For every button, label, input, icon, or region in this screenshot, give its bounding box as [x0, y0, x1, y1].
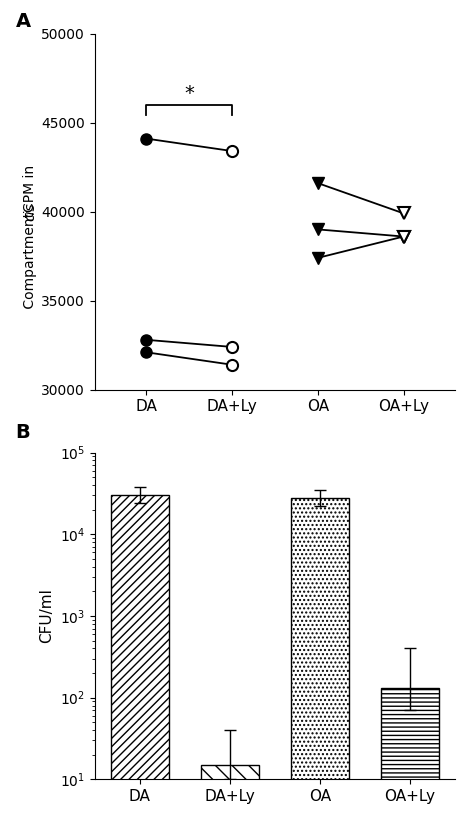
- Bar: [381, 688, 439, 838]
- Bar: [291, 498, 349, 838]
- Text: *: *: [184, 84, 194, 103]
- Text: A: A: [16, 12, 31, 31]
- Text: Compartment: Compartment: [23, 211, 37, 313]
- Bar: [201, 765, 259, 838]
- Bar: [110, 495, 169, 838]
- Text: cis: cis: [23, 202, 37, 221]
- Y-axis label: CFU/ml: CFU/ml: [39, 588, 54, 644]
- Text: CPM in: CPM in: [23, 160, 37, 211]
- Text: B: B: [16, 423, 30, 442]
